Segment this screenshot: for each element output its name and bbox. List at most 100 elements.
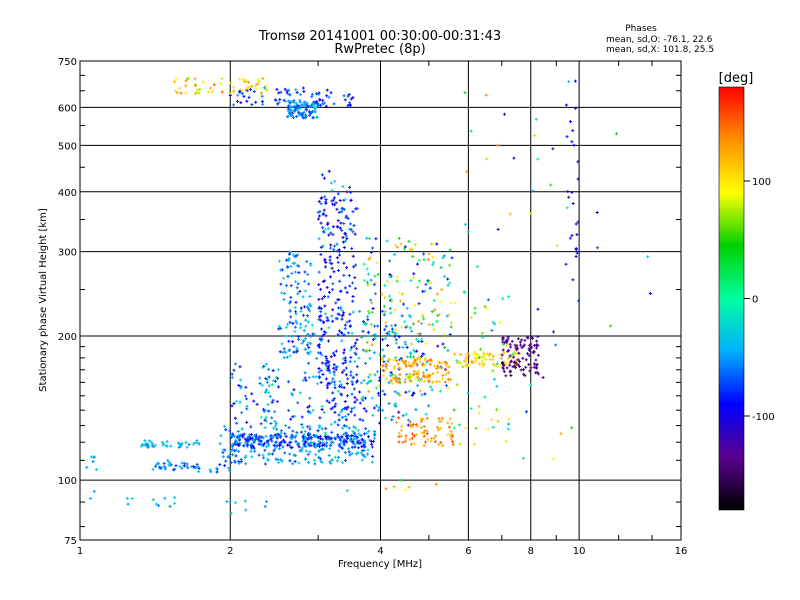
data-point bbox=[502, 360, 506, 364]
data-point bbox=[277, 324, 281, 328]
data-point bbox=[233, 449, 237, 453]
data-point bbox=[279, 434, 283, 438]
data-point bbox=[309, 334, 313, 338]
data-point bbox=[229, 433, 233, 437]
data-point bbox=[506, 335, 510, 339]
data-point bbox=[401, 292, 405, 296]
data-point bbox=[307, 460, 311, 464]
data-point bbox=[318, 98, 322, 102]
data-point bbox=[324, 260, 328, 264]
data-point bbox=[266, 442, 270, 446]
data-point bbox=[236, 93, 240, 97]
data-point bbox=[262, 409, 266, 413]
data-point bbox=[348, 222, 352, 226]
data-point bbox=[333, 437, 337, 441]
data-point bbox=[342, 246, 346, 250]
data-point bbox=[362, 262, 366, 266]
data-point bbox=[348, 453, 352, 457]
data-point bbox=[502, 343, 506, 347]
data-point bbox=[534, 371, 538, 375]
data-point bbox=[350, 331, 354, 335]
data-point bbox=[450, 422, 454, 426]
data-point bbox=[318, 103, 322, 107]
data-point bbox=[316, 382, 320, 386]
data-point bbox=[574, 247, 578, 251]
data-point bbox=[289, 112, 293, 116]
data-point bbox=[190, 465, 194, 469]
data-point bbox=[347, 93, 351, 97]
data-point bbox=[534, 346, 538, 350]
data-point bbox=[384, 320, 388, 324]
data-point bbox=[327, 326, 331, 330]
data-point bbox=[301, 378, 305, 382]
data-point bbox=[372, 439, 376, 443]
data-point bbox=[444, 372, 448, 376]
data-point bbox=[294, 310, 298, 314]
data-point bbox=[278, 259, 282, 263]
data-point bbox=[339, 383, 343, 387]
x-tick-label: 2 bbox=[227, 546, 233, 557]
data-point bbox=[286, 265, 290, 269]
data-point bbox=[194, 466, 198, 470]
data-point bbox=[299, 306, 303, 310]
data-point bbox=[414, 408, 418, 412]
data-point bbox=[263, 505, 267, 509]
data-point bbox=[531, 189, 535, 193]
data-point bbox=[238, 437, 242, 441]
data-point bbox=[352, 223, 356, 227]
data-point bbox=[479, 347, 483, 351]
data-point bbox=[455, 359, 459, 363]
data-point bbox=[253, 449, 257, 453]
data-point bbox=[441, 376, 445, 380]
data-point bbox=[225, 500, 229, 504]
data-point bbox=[318, 416, 322, 420]
data-point bbox=[354, 452, 358, 456]
data-point bbox=[437, 428, 441, 432]
data-point bbox=[392, 358, 396, 362]
data-point bbox=[307, 437, 311, 441]
data-point bbox=[301, 295, 305, 299]
data-point bbox=[549, 183, 553, 187]
data-point bbox=[417, 340, 421, 344]
data-point bbox=[402, 247, 406, 251]
data-point bbox=[238, 365, 242, 369]
data-point bbox=[410, 329, 414, 333]
data-point bbox=[344, 366, 348, 370]
data-point bbox=[349, 324, 353, 328]
data-point bbox=[379, 365, 383, 369]
data-point bbox=[140, 442, 144, 446]
data-point bbox=[404, 434, 408, 438]
data-point bbox=[320, 447, 324, 451]
data-point bbox=[349, 199, 353, 203]
data-point bbox=[473, 350, 477, 354]
data-point bbox=[370, 460, 374, 464]
data-point bbox=[350, 345, 354, 349]
data-point bbox=[423, 434, 427, 438]
data-point bbox=[276, 432, 280, 436]
data-point bbox=[248, 85, 252, 89]
data-point bbox=[295, 286, 299, 290]
data-point bbox=[317, 366, 321, 370]
data-point bbox=[529, 383, 533, 387]
data-point bbox=[349, 228, 353, 232]
data-point bbox=[508, 342, 512, 346]
data-point bbox=[281, 438, 285, 442]
data-point bbox=[353, 360, 357, 364]
data-point bbox=[275, 444, 279, 448]
data-point bbox=[344, 214, 348, 218]
data-point bbox=[257, 78, 261, 82]
data-point bbox=[466, 391, 470, 395]
data-point bbox=[272, 443, 276, 447]
data-point bbox=[486, 427, 490, 431]
data-point bbox=[351, 299, 355, 303]
data-point bbox=[367, 429, 371, 433]
data-point bbox=[373, 373, 377, 377]
data-point bbox=[323, 304, 327, 308]
data-point bbox=[336, 268, 340, 272]
data-point bbox=[334, 402, 338, 406]
data-point bbox=[317, 317, 321, 321]
data-point bbox=[263, 426, 267, 430]
colorbar-tick-label: 100 bbox=[752, 177, 771, 188]
data-point bbox=[342, 368, 346, 372]
data-point bbox=[329, 246, 333, 250]
